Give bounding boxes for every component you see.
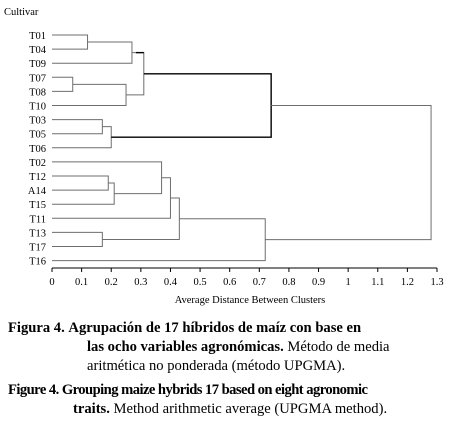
x-tick-label: 0 bbox=[49, 277, 54, 288]
leaf-label-t04: T04 bbox=[29, 45, 47, 56]
dendrogram-branch bbox=[265, 105, 432, 241]
x-tick-label: 1 bbox=[346, 277, 351, 288]
caption-es-label: Figura 4. bbox=[8, 320, 65, 336]
leaf-label-t08: T08 bbox=[29, 87, 46, 98]
x-tick-label: 0.7 bbox=[253, 277, 266, 288]
dendrogram-branch bbox=[52, 41, 133, 64]
leaf-label-t17: T17 bbox=[29, 243, 46, 254]
leaf-label-t01: T01 bbox=[29, 31, 46, 42]
leaf-label-t02: T02 bbox=[29, 158, 46, 169]
dendrogram-branch bbox=[52, 83, 127, 106]
dendrogram-branch bbox=[52, 76, 74, 92]
x-tick-label: 1.2 bbox=[401, 277, 414, 288]
leaf-label-t09: T09 bbox=[29, 59, 46, 70]
x-axis-title: Average Distance Between Clusters bbox=[175, 295, 326, 306]
caption-es-title-line1: Agrupación de 17 híbridos de maíz con ba… bbox=[68, 320, 362, 336]
dendrogram-branch bbox=[52, 34, 89, 50]
leaf-label-t13: T13 bbox=[29, 228, 46, 239]
x-tick-label: 0.8 bbox=[282, 277, 295, 288]
x-tick-label: 0.9 bbox=[312, 277, 325, 288]
leaf-label-t15: T15 bbox=[29, 200, 46, 211]
dendrogram-chart: T01 T04 T09 T07 T08 T10 T03 T05 T06 T02 T12 A14 T15 T… bbox=[4, 7, 444, 306]
caption-es-text-line3: aritmética no ponderada (método UPGMA). bbox=[87, 358, 346, 374]
caption-en-text-line2: Method arithmetic average (UPGMA method)… bbox=[113, 401, 388, 417]
x-tick-label: 0.3 bbox=[134, 277, 147, 288]
dendrogram-branch bbox=[52, 231, 103, 247]
leaf-label-t05: T05 bbox=[29, 130, 46, 141]
leaf-label-t10: T10 bbox=[29, 102, 46, 113]
dendrogram-branch bbox=[52, 182, 115, 205]
x-tick-label: 0.5 bbox=[194, 277, 207, 288]
dendrogram-branch bbox=[102, 197, 180, 240]
dendrogram-branch bbox=[52, 119, 103, 135]
caption-en-title-line2: traits. bbox=[73, 401, 110, 417]
leaf-label-t16: T16 bbox=[29, 257, 46, 268]
leaf-label-t03: T03 bbox=[29, 116, 46, 127]
x-tick-label: 0.2 bbox=[105, 277, 118, 288]
leaf-label-t11: T11 bbox=[29, 214, 46, 225]
leaf-label-t12: T12 bbox=[29, 172, 46, 183]
dendrogram-branch bbox=[52, 175, 109, 191]
x-tick-label: 0.1 bbox=[75, 277, 88, 288]
caption-en-label: Figure 4. bbox=[8, 382, 59, 398]
leaf-label-t06: T06 bbox=[29, 144, 46, 155]
caption-es-text-line2: Método de media bbox=[287, 339, 390, 355]
y-axis-title: Cultivar bbox=[4, 7, 39, 18]
leaf-label-t07: T07 bbox=[29, 73, 46, 84]
dendrogram-branch bbox=[52, 161, 163, 195]
dendrogram-branch bbox=[126, 52, 145, 96]
x-tick-label: 1.1 bbox=[371, 277, 384, 288]
dendrogram-branch bbox=[52, 177, 171, 219]
x-tick-label: 1.3 bbox=[430, 277, 443, 288]
x-tick-label: 0.6 bbox=[223, 277, 236, 288]
leaf-label-a14: A14 bbox=[28, 186, 47, 197]
dendrogram-branch bbox=[111, 73, 272, 138]
caption-es-title-line2: las ocho variables agronómicas. bbox=[87, 339, 284, 355]
caption-en-title-line1: Grouping maize hybrids 17 based on eight… bbox=[61, 382, 368, 398]
x-tick-label: 0.4 bbox=[164, 277, 178, 288]
